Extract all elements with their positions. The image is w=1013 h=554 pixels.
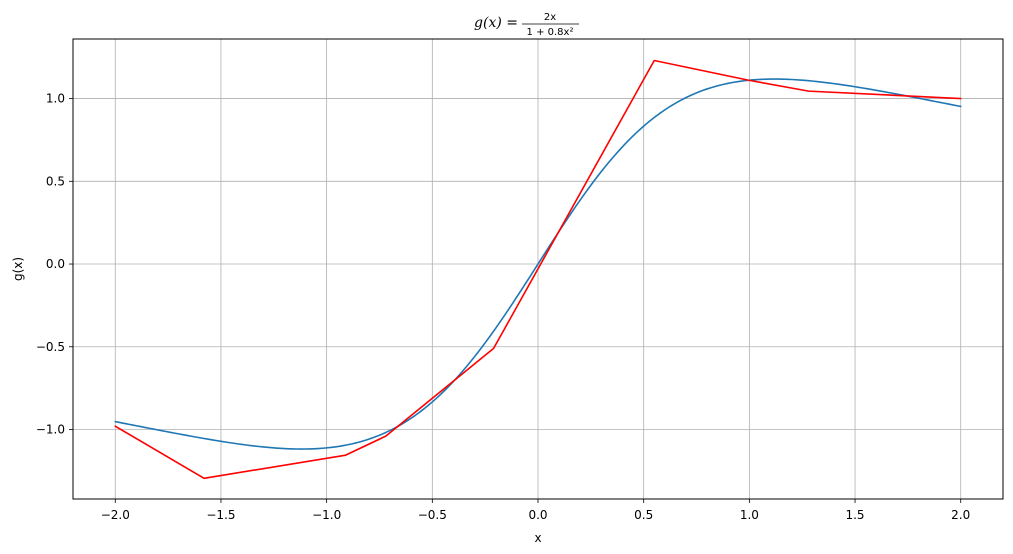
x-tick-label: 1.0 bbox=[740, 508, 759, 522]
ticks: −2.0 −1.5 −1.0 −0.5 0.0 0.5 1.0 1.5 2.0 −1.0 −0.5 0… bbox=[36, 92, 970, 522]
x-tick-label: 1.5 bbox=[845, 508, 864, 522]
title-lhs: g(x) = bbox=[474, 15, 518, 31]
grid bbox=[73, 39, 1003, 499]
x-tick-label: 0.0 bbox=[528, 508, 547, 522]
piecewise-approximation-line bbox=[114, 59, 962, 480]
x-tick-label: −1.0 bbox=[312, 508, 341, 522]
series-layer bbox=[114, 59, 962, 480]
title-denominator: 1 + 0.8x² bbox=[527, 27, 574, 38]
x-tick-label: −0.5 bbox=[418, 508, 447, 522]
x-tick-label: 0.5 bbox=[634, 508, 653, 522]
y-axis-label: g(x) bbox=[11, 257, 25, 281]
x-axis-label: x bbox=[534, 531, 541, 545]
x-tick-label: −1.5 bbox=[206, 508, 235, 522]
y-tick-label: 1.0 bbox=[46, 92, 65, 106]
x-tick-label: 2.0 bbox=[951, 508, 970, 522]
y-tick-label: 0.0 bbox=[46, 257, 65, 271]
chart-title: g(x) = 2x 1 + 0.8x² bbox=[474, 12, 579, 38]
title-numerator: 2x bbox=[544, 12, 556, 23]
x-tick-label: −2.0 bbox=[101, 508, 130, 522]
function-curve bbox=[114, 78, 962, 450]
y-tick-label: −1.0 bbox=[36, 423, 65, 437]
y-tick-label: −0.5 bbox=[36, 340, 65, 354]
y-tick-label: 0.5 bbox=[46, 174, 65, 188]
